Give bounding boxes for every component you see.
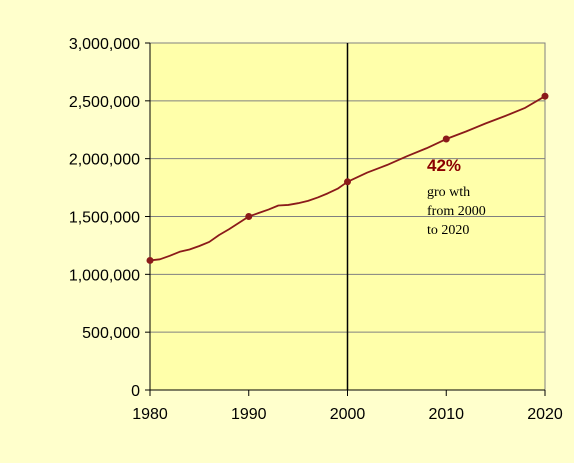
data-point — [541, 92, 549, 100]
growth-caption-line: from 2000 — [427, 204, 486, 219]
x-tick-label: 2020 — [527, 406, 563, 423]
y-tick-label: 1,500,000 — [69, 210, 140, 227]
x-tick-label: 1980 — [132, 406, 168, 423]
data-point — [442, 135, 450, 143]
y-tick-labels: 0 500,000 1,000,000 1,500,000 2,000,000 2,500… — [69, 36, 140, 400]
x-tick-labels: 1980 1990 2000 2010 2020 — [132, 406, 563, 423]
growth-caption-line: to 2020 — [427, 223, 469, 238]
markers-layer — [146, 92, 549, 264]
x-tick-label: 1990 — [231, 406, 267, 423]
y-tick-label: 500,000 — [82, 325, 140, 342]
y-tick-label: 2,000,000 — [69, 152, 140, 169]
y-tick-label: 3,000,000 — [69, 36, 140, 53]
growth-annotation: 42% gro wth from 2000 to 2020 — [427, 156, 486, 238]
data-point — [146, 256, 154, 264]
x-tick-label: 2000 — [330, 406, 366, 423]
y-tick-label: 0 — [131, 383, 140, 400]
y-tick-label: 1,000,000 — [69, 267, 140, 284]
y-tick-label: 2,500,000 — [69, 94, 140, 111]
data-point — [344, 178, 351, 186]
growth-caption-line: gro wth — [427, 185, 470, 200]
growth-percent: 42% — [427, 156, 461, 175]
data-point — [245, 213, 253, 220]
x-tick-label: 2010 — [428, 406, 464, 423]
